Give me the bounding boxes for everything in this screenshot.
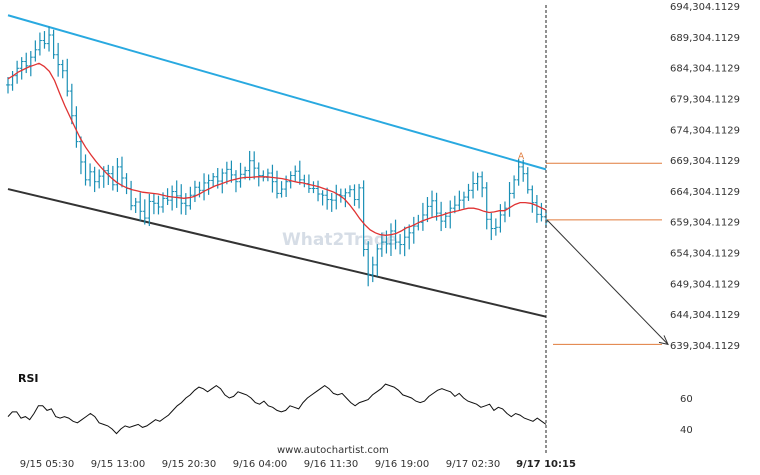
x-tick-label: 9/17 02:30 <box>446 459 500 470</box>
x-tick-label: 9/16 11:30 <box>304 459 358 470</box>
moving-average-series <box>7 62 547 236</box>
forecast-arrow <box>546 219 669 346</box>
y-tick-label: 674,304.1129 <box>670 125 740 136</box>
forecast-arrow-line <box>546 219 669 345</box>
watermark: What2Trade <box>282 230 398 250</box>
x-tick-label: 9/15 20:30 <box>162 459 216 470</box>
x-tick-label: 9/16 04:00 <box>233 459 287 470</box>
point-marker: A <box>518 152 525 162</box>
y-tick-label: 659,304.1129 <box>670 218 740 229</box>
upper-channel-line <box>7 14 547 171</box>
y-tick-label: 684,304.1129 <box>670 64 740 75</box>
y-tick-label: 664,304.1129 <box>670 187 740 198</box>
x-tick-label-current: 9/17 10:15 <box>516 459 576 470</box>
x-axis: 9/15 05:30 9/15 13:00 9/15 20:30 9/16 04:00… <box>20 459 576 470</box>
y-tick-label: 694,304.1129 <box>670 2 740 13</box>
y-tick-label: 679,304.1129 <box>670 94 740 105</box>
y-tick-label: 649,304.1129 <box>670 279 740 290</box>
source-text: www.autochartist.com <box>277 445 389 456</box>
price-levels <box>546 162 662 345</box>
moving-average-line <box>7 62 547 236</box>
y-tick-label: 639,304.1129 <box>670 341 740 352</box>
rsi-axis: 60 40 <box>680 394 693 436</box>
y-tick-label: 689,304.1129 <box>670 33 740 44</box>
point-a-label: A <box>518 152 525 162</box>
y-tick-label: 654,304.1129 <box>670 249 740 260</box>
rsi-line <box>7 383 547 435</box>
x-tick-label: 9/15 13:00 <box>91 459 145 470</box>
watermark-text: What2Trade <box>282 230 398 250</box>
forecast-arrow-head <box>658 335 669 346</box>
y-tick-label: 669,304.1129 <box>670 156 740 167</box>
rsi-tick-label: 40 <box>680 425 693 436</box>
x-tick-label: 9/15 05:30 <box>20 459 74 470</box>
price-series <box>6 26 548 287</box>
x-tick-label: 9/16 19:00 <box>375 459 429 470</box>
channel-lines <box>7 14 547 318</box>
rsi-tick-label: 60 <box>680 394 693 405</box>
rsi-series <box>7 383 547 435</box>
rsi-label: RSI <box>18 372 39 385</box>
y-tick-label: 644,304.1129 <box>670 310 740 321</box>
y-axis: 694,304.1129 689,304.1129 684,304.1129 679,… <box>670 2 740 352</box>
lower-channel-line <box>7 188 547 318</box>
